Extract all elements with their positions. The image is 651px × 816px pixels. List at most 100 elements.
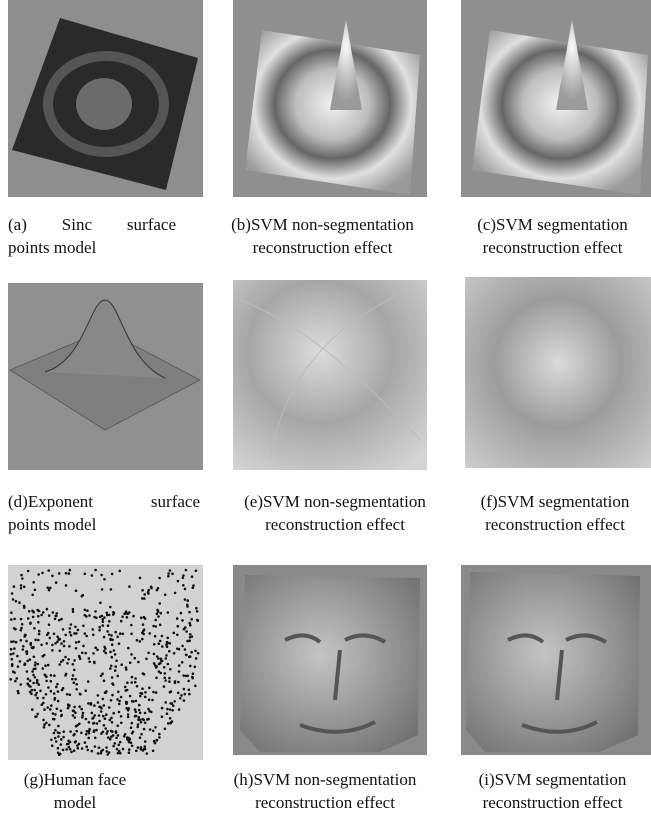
point-dot bbox=[38, 630, 41, 633]
point-dot bbox=[93, 714, 96, 717]
caption-line: (f)SVM segmentation bbox=[460, 490, 650, 513]
point-dot bbox=[78, 723, 81, 726]
caption: (g)Human facemodel bbox=[0, 768, 150, 814]
point-dot bbox=[69, 730, 72, 733]
point-dot bbox=[57, 690, 60, 693]
point-dot bbox=[96, 649, 99, 652]
point-dot bbox=[40, 644, 43, 647]
point-dot bbox=[65, 584, 68, 587]
point-dot bbox=[144, 691, 147, 694]
point-dot bbox=[112, 745, 115, 748]
point-dot bbox=[21, 623, 24, 626]
point-dot bbox=[55, 740, 58, 743]
point-dot bbox=[137, 718, 140, 721]
point-dot bbox=[29, 658, 32, 661]
point-dot bbox=[32, 682, 35, 685]
point-dot bbox=[88, 614, 91, 617]
point-dot bbox=[163, 677, 166, 680]
point-dot bbox=[47, 632, 50, 635]
point-dot bbox=[15, 600, 18, 603]
point-dot bbox=[192, 672, 195, 675]
point-dot bbox=[31, 689, 34, 692]
point-dot bbox=[139, 640, 142, 643]
point-dot bbox=[70, 751, 73, 754]
point-dot bbox=[147, 718, 150, 721]
point-dot bbox=[106, 750, 109, 753]
caption: (f)SVM segmentationreconstruction effect bbox=[460, 490, 650, 536]
caption: (d)Exponent surfacepoints model bbox=[8, 490, 200, 536]
point-dot bbox=[87, 737, 90, 740]
point-dot bbox=[124, 686, 127, 689]
point-dot bbox=[166, 712, 169, 715]
point-dot bbox=[195, 657, 198, 660]
point-dot bbox=[182, 584, 185, 587]
point-dot bbox=[20, 584, 23, 587]
point-dot bbox=[91, 574, 94, 577]
point-dot bbox=[130, 741, 133, 744]
point-dot bbox=[116, 724, 119, 727]
point-dot bbox=[145, 658, 148, 661]
point-dot bbox=[82, 594, 85, 597]
point-dot bbox=[147, 591, 150, 594]
point-dot bbox=[57, 731, 60, 734]
point-dot bbox=[53, 633, 56, 636]
point-dot bbox=[103, 578, 106, 581]
point-dot bbox=[167, 611, 170, 614]
point-dot bbox=[81, 714, 84, 717]
caption-line: reconstruction effect bbox=[205, 236, 440, 259]
point-dot bbox=[113, 649, 116, 652]
point-dot bbox=[36, 681, 39, 684]
point-dot bbox=[118, 570, 121, 573]
point-dot bbox=[154, 619, 157, 622]
point-dot bbox=[99, 601, 102, 604]
point-dot bbox=[33, 689, 36, 692]
point-dot bbox=[147, 708, 150, 711]
point-dot bbox=[163, 666, 166, 669]
point-dot bbox=[164, 728, 167, 731]
point-dot bbox=[11, 665, 14, 668]
point-dot bbox=[148, 632, 151, 635]
point-dot bbox=[85, 718, 88, 721]
point-dot bbox=[54, 618, 57, 621]
point-dot bbox=[86, 730, 89, 733]
point-dot bbox=[34, 661, 37, 664]
point-dot bbox=[11, 592, 14, 595]
point-dot bbox=[116, 675, 119, 678]
point-dot bbox=[110, 699, 113, 702]
point-dot bbox=[188, 689, 191, 692]
point-dot bbox=[171, 709, 174, 712]
point-dot bbox=[75, 589, 78, 592]
point-dot bbox=[32, 581, 35, 584]
point-dot bbox=[103, 636, 106, 639]
point-dot bbox=[81, 747, 84, 750]
point-dot bbox=[155, 625, 158, 628]
point-dot bbox=[188, 622, 191, 625]
point-dot bbox=[169, 569, 172, 572]
point-dot bbox=[63, 645, 66, 648]
point-dot bbox=[97, 752, 100, 755]
point-dot bbox=[45, 722, 48, 725]
point-dot bbox=[17, 692, 20, 695]
point-dot bbox=[82, 645, 85, 648]
point-dot bbox=[48, 614, 51, 617]
point-dot bbox=[157, 657, 160, 660]
point-dot bbox=[67, 658, 70, 661]
point-dot bbox=[187, 680, 190, 683]
point-dot bbox=[93, 730, 96, 733]
point-dot bbox=[53, 698, 56, 701]
point-dot bbox=[34, 639, 37, 642]
point-dot bbox=[60, 661, 63, 664]
point-dot bbox=[135, 700, 138, 703]
point-dot bbox=[132, 731, 135, 734]
point-dot bbox=[158, 577, 161, 580]
point-dot bbox=[33, 656, 36, 659]
point-dot bbox=[68, 746, 71, 749]
point-dot bbox=[54, 729, 57, 732]
point-dot bbox=[195, 569, 198, 572]
point-dot bbox=[69, 569, 72, 572]
point-dot bbox=[122, 748, 125, 751]
point-dot bbox=[77, 747, 80, 750]
point-dot bbox=[10, 618, 13, 621]
point-dot bbox=[125, 668, 128, 671]
point-dot bbox=[110, 588, 113, 591]
